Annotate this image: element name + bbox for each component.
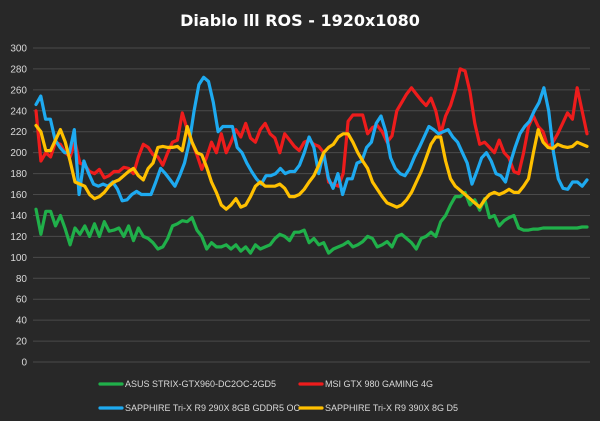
- y-tick-label: 60: [16, 295, 28, 306]
- y-tick-label: 140: [10, 211, 27, 222]
- series-line-2: [34, 67, 589, 188]
- y-tick-label: 280: [10, 64, 27, 75]
- y-tick-label: 180: [10, 169, 27, 180]
- y-tick-label: 160: [10, 190, 27, 201]
- legend: ASUS STRIX-GTX960-DC2OC-2GD5 MSI GTX 980 …: [98, 379, 458, 413]
- y-tick-label: 300: [10, 44, 27, 55]
- series-line-3: [34, 75, 589, 203]
- legend-label: SAPPHIRE Tri-X R9 390X 8G D5: [325, 403, 458, 413]
- legend-entry-2: MSI GTX 980 GAMING 4G: [298, 379, 433, 389]
- series-line-1: [34, 190, 589, 255]
- y-tick-label: 0: [21, 358, 27, 369]
- y-tick-label: 20: [16, 337, 28, 348]
- legend-entry-4: SAPPHIRE Tri-X R9 390X 8G D5: [298, 403, 458, 413]
- series-lines: [34, 67, 589, 255]
- y-tick-label: 200: [10, 148, 27, 159]
- grid: [33, 47, 590, 363]
- series-line-4: [34, 123, 589, 211]
- y-tick-label: 40: [16, 316, 28, 327]
- y-axis-ticks: 0 20 40 60 80 100 120 140 160 180 200 220 240 260 280 3…: [10, 44, 27, 369]
- legend-entry-3: SAPPHIRE Tri-X R9 290X 8GB GDDR5 OC: [98, 403, 301, 413]
- legend-entry-1: ASUS STRIX-GTX960-DC2OC-2GD5: [98, 379, 276, 389]
- y-tick-label: 100: [10, 253, 27, 264]
- y-tick-label: 220: [10, 127, 27, 138]
- y-tick-label: 240: [10, 106, 27, 117]
- legend-label: ASUS STRIX-GTX960-DC2OC-2GD5: [125, 379, 276, 389]
- legend-label: SAPPHIRE Tri-X R9 290X 8GB GDDR5 OC: [125, 403, 301, 413]
- chart-title: Diablo lll ROS - 1920x1080: [180, 11, 420, 30]
- y-tick-label: 80: [16, 274, 28, 285]
- legend-label: MSI GTX 980 GAMING 4G: [325, 379, 433, 389]
- y-tick-label: 260: [10, 85, 27, 96]
- y-tick-label: 120: [10, 232, 27, 243]
